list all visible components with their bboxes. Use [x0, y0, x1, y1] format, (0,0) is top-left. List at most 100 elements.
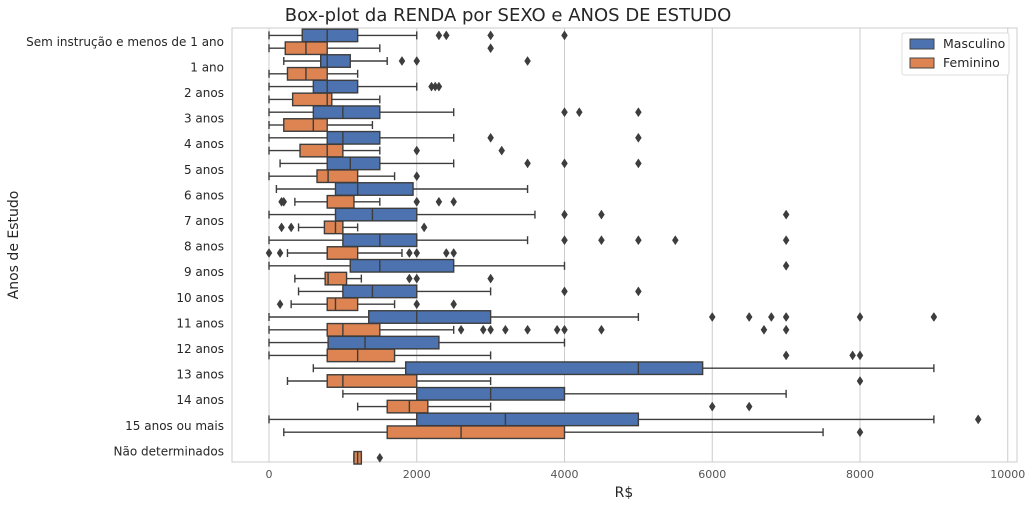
outlier-point — [782, 324, 790, 335]
iqr-box — [404, 361, 704, 376]
box-feminino — [278, 194, 457, 209]
x-tick-label: 0 — [266, 468, 273, 481]
iqr-box — [326, 246, 359, 260]
y-tick-label: 9 anos — [184, 265, 224, 279]
box-feminino — [268, 118, 374, 132]
iqr-box — [368, 310, 492, 324]
iqr-box — [291, 92, 333, 107]
outlier-point — [849, 350, 856, 361]
iqr-box — [286, 66, 328, 81]
y-axis-label: Anos de Estudo — [6, 191, 22, 300]
outlier-point — [457, 324, 465, 335]
outlier-point — [450, 248, 457, 258]
outlier-point — [487, 43, 494, 54]
x-tick-label: 4000 — [551, 468, 579, 481]
iqr-box — [312, 105, 381, 120]
iqr-box — [326, 348, 396, 363]
iqr-box — [324, 271, 348, 286]
x-tick-label: 2000 — [403, 468, 431, 481]
outlier-point — [856, 427, 864, 438]
outlier-point — [376, 452, 384, 463]
box-masculino — [268, 207, 790, 222]
outlier-point — [487, 132, 494, 143]
iqr-box — [349, 258, 455, 273]
boxes-layer — [265, 28, 982, 465]
box-feminino — [286, 374, 864, 388]
legend-swatch-feminino — [909, 57, 935, 69]
x-tick-label: 6000 — [698, 468, 726, 481]
outlier-point — [413, 145, 421, 156]
y-tick-label: 10 anos — [176, 291, 224, 305]
outlier-point — [561, 158, 568, 169]
iqr-box — [386, 399, 429, 414]
outlier-point — [635, 158, 642, 169]
box-feminino — [294, 271, 494, 286]
outlier-point — [280, 196, 288, 207]
box-feminino — [268, 92, 381, 107]
chart-title: Box-plot da RENDA por SEXO e ANOS DE EST… — [285, 5, 732, 26]
legend-label-masculino: Masculino — [943, 36, 1005, 51]
outlier-point — [450, 299, 457, 310]
outlier-point — [561, 235, 568, 246]
y-tick-label: 5 anos — [184, 163, 224, 177]
outlier-point — [635, 286, 642, 297]
outlier-point — [598, 235, 605, 246]
outlier-point — [561, 30, 568, 41]
outlier-point — [782, 235, 790, 246]
iqr-box — [323, 220, 344, 235]
iqr-box — [334, 182, 414, 196]
outlier-point — [708, 401, 716, 412]
y-tick-label: Sem instrução e menos de 1 ano — [26, 35, 224, 49]
outlier-point — [524, 324, 531, 335]
outlier-point — [635, 132, 642, 143]
outlier-point — [287, 222, 295, 233]
outlier-point — [782, 312, 790, 322]
outlier-point — [487, 273, 494, 284]
legend-label-feminino: Feminino — [943, 55, 1000, 70]
outlier-point — [413, 56, 421, 66]
outlier-point — [278, 222, 285, 233]
outlier-point — [745, 312, 753, 322]
iqr-box — [326, 194, 355, 209]
y-tick-label: 7 anos — [184, 214, 224, 228]
outlier-point — [406, 273, 413, 284]
iqr-box — [283, 118, 328, 132]
iqr-box — [326, 297, 359, 312]
outlier-point — [420, 222, 428, 233]
box-masculino — [312, 361, 935, 376]
y-tick-labels: Sem instrução e menos de 1 ano 1 ano 2 ano… — [26, 35, 224, 459]
box-masculino — [275, 182, 529, 196]
box-feminino — [356, 399, 753, 414]
box-masculino — [283, 54, 531, 68]
iqr-box — [316, 169, 359, 184]
legend-swatch-masculino — [909, 38, 935, 50]
outlier-point — [406, 248, 413, 258]
box-feminino — [268, 66, 359, 81]
outlier-point — [276, 248, 284, 258]
outlier-point — [479, 324, 487, 335]
iqr-box — [320, 54, 351, 68]
y-tick-label: 8 anos — [184, 240, 224, 254]
outlier-point — [435, 196, 443, 207]
outlier-point — [442, 30, 450, 41]
outlier-point — [561, 324, 568, 335]
outlier-point — [768, 312, 775, 322]
outlier-point — [502, 324, 509, 335]
box-feminino — [265, 246, 457, 260]
box-masculino — [268, 310, 938, 324]
outlier-point — [413, 171, 421, 182]
box-masculino — [342, 386, 787, 401]
outlier-point — [561, 286, 568, 297]
outlier-point — [974, 414, 982, 425]
outlier-point — [435, 81, 443, 92]
box-feminino — [283, 425, 864, 440]
y-tick-label: 3 anos — [184, 112, 224, 126]
outlier-point — [856, 376, 864, 386]
y-tick-label: 13 anos — [176, 368, 224, 382]
outlier-point — [487, 324, 494, 335]
box-masculino — [268, 28, 568, 43]
iqr-box — [327, 335, 440, 350]
y-tick-label: 6 anos — [184, 188, 224, 202]
iqr-box — [342, 284, 418, 299]
